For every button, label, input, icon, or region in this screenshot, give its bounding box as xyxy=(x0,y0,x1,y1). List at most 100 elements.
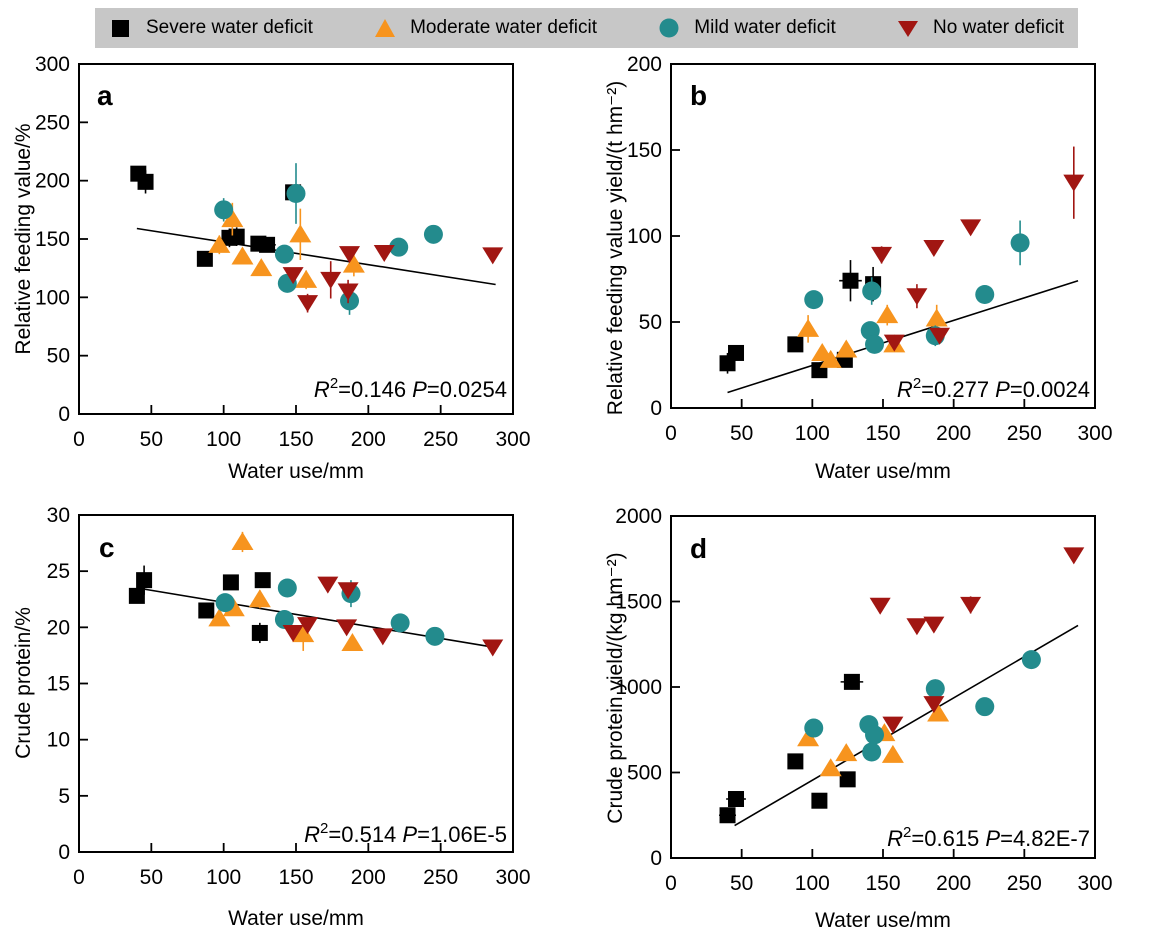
legend-label: Severe water deficit xyxy=(146,17,313,38)
y-tick-label: 25 xyxy=(47,560,70,583)
data-point xyxy=(719,807,736,824)
x-tick-label: 100 xyxy=(795,872,830,895)
y-axis-label: Crude protein yield/(kg hm⁻²) xyxy=(604,552,627,823)
data-point xyxy=(196,250,213,267)
data-point xyxy=(248,589,271,608)
data-point xyxy=(228,228,245,245)
data-point xyxy=(960,596,982,614)
stats-annotation: R2=0.146 P=0.0254 xyxy=(314,375,507,402)
data-point xyxy=(482,247,504,265)
data-point xyxy=(797,318,820,337)
series xyxy=(208,202,365,290)
data-point xyxy=(342,254,365,273)
y-tick-label: 100 xyxy=(35,286,70,309)
data-point xyxy=(286,184,306,203)
y-tick-label: 150 xyxy=(35,228,70,251)
x-tick-label: 200 xyxy=(936,422,971,445)
data-point xyxy=(222,574,239,591)
x-axis-label: Water use/mm xyxy=(228,460,364,483)
series xyxy=(869,547,1085,734)
data-point xyxy=(906,618,928,636)
data-point xyxy=(925,679,945,699)
legend-item-none: No water deficit xyxy=(896,17,1064,39)
data-point xyxy=(137,173,154,190)
data-point xyxy=(282,267,304,285)
x-axis-label: Water use/mm xyxy=(815,909,951,932)
data-point xyxy=(297,617,319,635)
x-tick-label: 300 xyxy=(495,866,530,889)
y-tick-label: 150 xyxy=(627,139,662,162)
triangle-down-marker-icon xyxy=(898,21,919,37)
circle-marker-icon xyxy=(659,18,679,38)
plot-frame xyxy=(78,514,514,853)
trend-line xyxy=(734,624,1079,827)
x-tick-label: 100 xyxy=(795,422,830,445)
legend-label: Mild water deficit xyxy=(694,17,836,38)
y-tick-label: 1000 xyxy=(615,676,662,699)
data-point xyxy=(390,613,410,633)
plot-frame xyxy=(670,515,1096,859)
series xyxy=(804,220,1030,354)
data-point xyxy=(259,236,276,253)
y-tick-label: 30 xyxy=(47,504,70,527)
data-point xyxy=(389,237,409,257)
data-point xyxy=(231,531,254,550)
y-tick-label: 500 xyxy=(627,762,662,785)
series xyxy=(282,245,504,313)
data-point xyxy=(1063,174,1085,192)
x-tick-label: 300 xyxy=(1077,872,1112,895)
panel-d: 0 50 100 150 200 250 300 0 500 1000 1500 2000 d R2=0.… xyxy=(604,505,1113,932)
data-point xyxy=(925,308,948,327)
y-tick-label: 0 xyxy=(58,841,70,864)
data-point xyxy=(289,224,312,243)
y-tick-label: 1500 xyxy=(615,591,662,614)
series xyxy=(804,650,1041,762)
data-point xyxy=(865,334,885,354)
data-point xyxy=(804,290,824,310)
plot-frame xyxy=(78,63,514,415)
data-point xyxy=(222,598,245,617)
data-point xyxy=(372,628,394,646)
data-point xyxy=(797,728,820,747)
data-point xyxy=(251,624,268,641)
data-point xyxy=(804,718,824,738)
x-tick-label: 50 xyxy=(730,422,753,445)
x-tick-label: 0 xyxy=(73,866,85,889)
data-point xyxy=(927,703,950,722)
panel-a: 0 50 100 150 200 250 300 0 50 100 150 200 250 300 a R2=… xyxy=(12,53,531,483)
y-tick-label: 50 xyxy=(47,345,70,368)
x-tick-label: 100 xyxy=(206,428,241,451)
panel-letter: c xyxy=(99,532,115,563)
data-point xyxy=(975,697,995,717)
y-axis-label: Crude protein/% xyxy=(12,607,35,759)
x-tick-label: 50 xyxy=(730,872,753,895)
series xyxy=(719,260,882,379)
y-tick-label: 200 xyxy=(627,53,662,76)
data-point xyxy=(835,743,858,762)
y-tick-label: 20 xyxy=(47,616,70,639)
data-point xyxy=(341,633,364,652)
data-point xyxy=(373,245,395,262)
data-point xyxy=(960,219,982,237)
data-point xyxy=(862,742,882,762)
x-tick-label: 300 xyxy=(1077,422,1112,445)
data-point xyxy=(923,240,945,258)
data-point xyxy=(1063,547,1085,565)
x-tick-label: 200 xyxy=(936,872,971,895)
data-point xyxy=(787,753,804,770)
data-point xyxy=(1010,233,1030,253)
x-tick-label: 150 xyxy=(865,422,900,445)
data-point xyxy=(274,244,294,264)
y-tick-label: 2000 xyxy=(615,505,662,528)
data-point xyxy=(923,616,945,634)
x-tick-label: 150 xyxy=(278,866,313,889)
data-point xyxy=(1021,650,1041,670)
square-marker-icon xyxy=(112,20,129,37)
data-point xyxy=(929,327,951,345)
data-point xyxy=(297,295,319,313)
y-tick-label: 200 xyxy=(35,170,70,193)
x-tick-label: 200 xyxy=(351,428,386,451)
data-point xyxy=(282,624,304,642)
data-point xyxy=(883,334,905,352)
